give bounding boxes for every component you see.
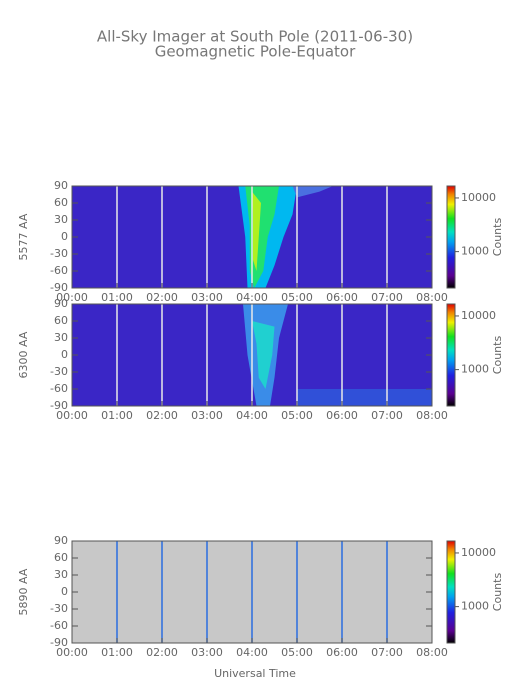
- colorbar-tick-label: 1000: [461, 600, 489, 613]
- y-tick-label: -90: [50, 636, 68, 649]
- y-tick-label: 0: [61, 230, 68, 243]
- heatmap-region: [292, 186, 333, 198]
- x-axis-label: Universal Time: [214, 667, 296, 680]
- x-tick-label: 03:00: [191, 291, 223, 304]
- y-tick-label: -60: [50, 382, 68, 395]
- x-tick-label: 08:00: [416, 409, 448, 422]
- x-tick-label: 06:00: [326, 291, 358, 304]
- colorbar-tick-label: 1000: [461, 245, 489, 258]
- y-tick-label: -30: [50, 365, 68, 378]
- x-tick-label: 01:00: [101, 409, 133, 422]
- x-tick-label: 08:00: [416, 291, 448, 304]
- colorbar-label: Counts: [491, 573, 504, 612]
- colorbar: [446, 185, 456, 289]
- x-tick-label: 04:00: [236, 646, 268, 659]
- y-tick-label: -90: [50, 281, 68, 294]
- x-tick-label: 05:00: [281, 409, 313, 422]
- plot-frame: [71, 303, 433, 407]
- heatmap-region: [252, 321, 275, 389]
- y-tick-label: 0: [61, 585, 68, 598]
- plot-frame: [71, 185, 433, 289]
- y-tick-label: 90: [54, 297, 68, 310]
- chart-subtitle: Geomagnetic Pole-Equator: [155, 43, 356, 61]
- heatmap-region: [297, 389, 432, 406]
- y-tick-label: 90: [54, 179, 68, 192]
- x-tick-label: 07:00: [371, 291, 403, 304]
- colorbar-tick-label: 1000: [461, 363, 489, 376]
- y-tick-label: 60: [54, 196, 68, 209]
- x-tick-label: 04:00: [236, 291, 268, 304]
- colorbar-label: Counts: [491, 218, 504, 257]
- y-axis-label: 6300 AA: [17, 331, 30, 378]
- x-tick-label: 07:00: [371, 646, 403, 659]
- y-tick-label: -90: [50, 399, 68, 412]
- x-tick-label: 01:00: [101, 646, 133, 659]
- colorbar: [446, 303, 456, 407]
- colorbar-label: Counts: [491, 336, 504, 375]
- y-tick-label: -60: [50, 619, 68, 632]
- y-axis-label: 5890 AA: [17, 568, 30, 615]
- colorbar-tick-label: 10000: [461, 546, 496, 559]
- y-tick-label: 60: [54, 314, 68, 327]
- x-tick-label: 07:00: [371, 409, 403, 422]
- x-tick-label: 06:00: [326, 646, 358, 659]
- colorbar-tick-label: 10000: [461, 191, 496, 204]
- y-tick-label: -30: [50, 602, 68, 615]
- colorbar-tick-label: 10000: [461, 309, 496, 322]
- y-tick-label: -30: [50, 247, 68, 260]
- y-tick-label: 60: [54, 551, 68, 564]
- x-tick-label: 06:00: [326, 409, 358, 422]
- heatmap-region: [252, 191, 261, 271]
- x-tick-label: 02:00: [146, 646, 178, 659]
- y-tick-label: 30: [54, 568, 68, 581]
- x-tick-label: 00:00: [56, 409, 88, 422]
- x-tick-label: 08:00: [416, 646, 448, 659]
- x-tick-label: 04:00: [236, 409, 268, 422]
- plot-frame: [71, 540, 433, 644]
- x-tick-label: 03:00: [191, 646, 223, 659]
- x-tick-label: 00:00: [56, 646, 88, 659]
- x-tick-label: 00:00: [56, 291, 88, 304]
- y-tick-label: 30: [54, 331, 68, 344]
- x-tick-label: 01:00: [101, 291, 133, 304]
- x-tick-label: 02:00: [146, 409, 178, 422]
- y-tick-label: 90: [54, 534, 68, 547]
- y-axis-label: 5577 AA: [17, 213, 30, 260]
- y-tick-label: -60: [50, 264, 68, 277]
- chart-title: All-Sky Imager at South Pole (2011-06-30…: [97, 28, 413, 46]
- x-tick-label: 03:00: [191, 409, 223, 422]
- x-tick-label: 05:00: [281, 291, 313, 304]
- x-tick-label: 05:00: [281, 646, 313, 659]
- y-tick-label: 30: [54, 213, 68, 226]
- x-tick-label: 02:00: [146, 291, 178, 304]
- y-tick-label: 0: [61, 348, 68, 361]
- colorbar: [446, 540, 456, 644]
